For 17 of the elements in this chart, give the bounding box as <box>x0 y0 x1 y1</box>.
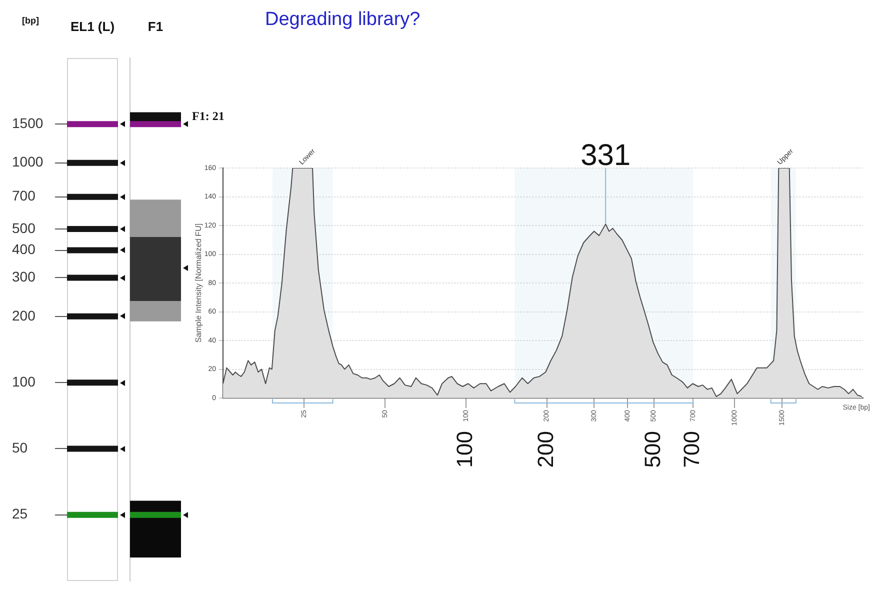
y-tick-label: 400 <box>12 241 36 258</box>
ref-line-label: 331 <box>580 139 631 172</box>
y-axis-title: [bp] <box>22 15 39 26</box>
y-tick-label: 300 <box>12 268 36 285</box>
y-tick-label: 50 <box>12 440 28 456</box>
y-tick-label: 200 <box>12 307 36 324</box>
y-axis-title: Sample Intensity [Normalized FU] <box>194 223 204 343</box>
y-tick-label: 500 <box>12 220 36 236</box>
x-tick-label: EL1 (L) <box>70 18 115 34</box>
x-tick-label: F1 <box>148 18 164 34</box>
y-tick-label: 700 <box>12 188 36 204</box>
chart-title: Degrading library? <box>265 9 420 31</box>
y-tick-label: 100 <box>12 373 36 390</box>
y-tick-label: 1000 <box>12 154 44 170</box>
y-tick-label: 25 <box>12 506 28 522</box>
text: F1: 21 <box>192 109 224 124</box>
y-tick-label: 1500 <box>12 115 44 132</box>
